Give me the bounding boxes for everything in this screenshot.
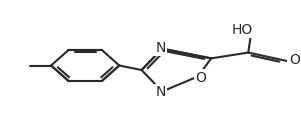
Text: HO: HO bbox=[232, 23, 253, 37]
Text: N: N bbox=[156, 85, 166, 99]
Text: O: O bbox=[195, 71, 206, 85]
Text: O: O bbox=[289, 53, 300, 67]
Text: N: N bbox=[156, 41, 166, 55]
